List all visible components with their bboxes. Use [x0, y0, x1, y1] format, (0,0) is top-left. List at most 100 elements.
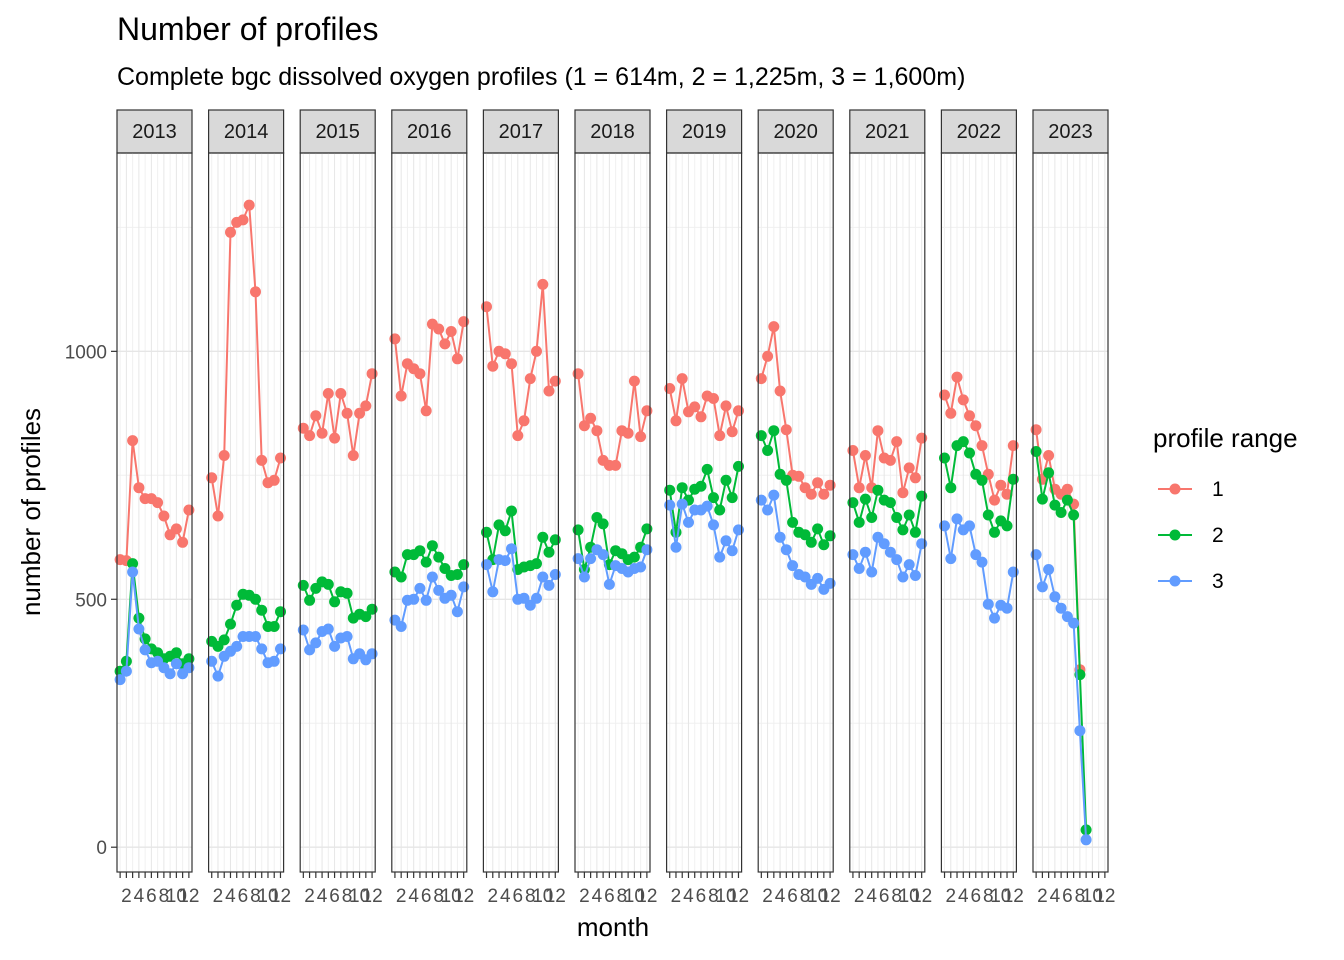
- panel-border: [116, 152, 193, 873]
- data-point-series-2: [366, 603, 378, 615]
- panel-border: [391, 152, 468, 873]
- x-tick-label: 4: [775, 886, 786, 907]
- facet-strip: [482, 109, 559, 154]
- x-tick-label: 10: [1082, 886, 1103, 907]
- data-point-series-3: [1001, 602, 1013, 614]
- data-point-series-3: [1080, 834, 1092, 846]
- data-point-series-2: [549, 534, 561, 546]
- data-point-series-2: [780, 474, 792, 486]
- x-tick-label: 4: [683, 886, 694, 907]
- facet-strip-label: 2016: [407, 121, 452, 143]
- panel-border: [299, 152, 376, 873]
- data-point-series-3: [733, 524, 744, 536]
- data-point-series-1: [158, 510, 170, 522]
- data-point-series-3: [297, 624, 309, 636]
- data-point-series-3: [676, 498, 688, 510]
- data-point-series-2: [439, 563, 451, 574]
- data-point-series-1: [177, 536, 189, 548]
- data-point-series-1: [531, 345, 542, 357]
- x-tick-label: 4: [500, 886, 511, 907]
- data-point-series-1: [506, 358, 517, 370]
- facet-strip-label: 2014: [224, 121, 269, 143]
- data-point-series-2: [451, 569, 463, 580]
- data-point-series-1: [543, 385, 555, 397]
- data-point-series-2: [768, 425, 780, 437]
- data-point-series-3: [720, 535, 732, 547]
- legend: profile range 1 2 3: [1153, 423, 1298, 593]
- x-tick-label: 10: [166, 886, 187, 907]
- panel-border: [849, 152, 926, 873]
- data-point-series-1: [670, 415, 682, 427]
- data-point-series-3: [762, 504, 774, 516]
- data-point-series-2: [945, 482, 957, 494]
- data-point-series-3: [670, 541, 682, 553]
- data-point-series-1: [774, 385, 786, 397]
- data-point-series-2: [572, 524, 584, 536]
- data-point-series-1: [487, 360, 499, 372]
- data-point-series-3: [1074, 725, 1086, 737]
- facet-strip: [391, 109, 468, 154]
- data-point-series-3: [426, 571, 438, 583]
- data-point-series-1: [170, 523, 182, 535]
- data-point-series-3: [531, 592, 542, 604]
- data-point-series-3: [408, 593, 420, 605]
- x-tick-label: 6: [512, 886, 523, 907]
- data-point-series-2: [360, 611, 372, 623]
- data-point-series-3: [755, 494, 767, 506]
- x-tick-label: 10: [441, 886, 462, 907]
- data-point-series-3: [139, 644, 151, 656]
- data-point-series-1: [572, 368, 584, 380]
- data-point-series-3: [1055, 602, 1067, 614]
- legend-label: 1: [1212, 478, 1224, 501]
- legend-key-point: [1169, 529, 1181, 541]
- data-point-series-2: [597, 518, 609, 530]
- panel-border: [574, 152, 651, 873]
- data-point-series-1: [762, 350, 774, 362]
- data-point-series-3: [859, 546, 871, 558]
- data-point-series-3: [458, 581, 470, 593]
- data-point-series-2: [628, 551, 640, 563]
- data-point-series-1: [714, 430, 726, 442]
- x-tick-label: 2: [579, 886, 590, 907]
- data-point-series-3: [499, 555, 511, 567]
- data-point-series-2: [1068, 509, 1080, 521]
- data-point-series-3: [120, 665, 132, 677]
- data-point-series-2: [872, 484, 884, 496]
- data-point-series-1: [524, 373, 536, 385]
- x-tick-label: 8: [250, 886, 261, 907]
- legend-key-point: [1169, 483, 1181, 495]
- data-point-series-2: [903, 509, 915, 521]
- data-point-series-1: [872, 425, 884, 437]
- data-point-series-1: [733, 405, 744, 417]
- data-point-series-3: [812, 572, 824, 584]
- facet-strip: [299, 109, 376, 154]
- data-point-series-1: [591, 425, 603, 437]
- legend-label: 2: [1212, 524, 1224, 547]
- data-point-series-2: [297, 579, 309, 591]
- data-point-series-3: [322, 623, 334, 635]
- x-tick-label: 2: [121, 886, 132, 907]
- data-point-series-3: [641, 544, 653, 556]
- panel-border: [940, 152, 1018, 873]
- x-tick-label: 4: [866, 886, 877, 907]
- data-point-series-1: [316, 427, 328, 439]
- data-point-series-2: [268, 621, 280, 632]
- data-point-series-2: [127, 558, 139, 570]
- facet-strip-label: 2023: [1048, 121, 1093, 143]
- data-point-series-2: [812, 523, 824, 535]
- y-tick-label: 0: [96, 838, 107, 859]
- data-point-series-3: [1036, 581, 1048, 593]
- data-point-series-1: [389, 333, 401, 345]
- data-point-series-3: [206, 655, 218, 667]
- legend-label: 3: [1212, 570, 1224, 593]
- x-tick-label: 10: [807, 886, 828, 907]
- x-tick-label: 8: [159, 886, 170, 907]
- x-tick-label: 12: [453, 886, 474, 907]
- data-point-series-2: [939, 452, 950, 464]
- data-point-series-2: [133, 612, 145, 624]
- data-point-series-2: [695, 480, 707, 492]
- data-point-series-3: [329, 640, 341, 652]
